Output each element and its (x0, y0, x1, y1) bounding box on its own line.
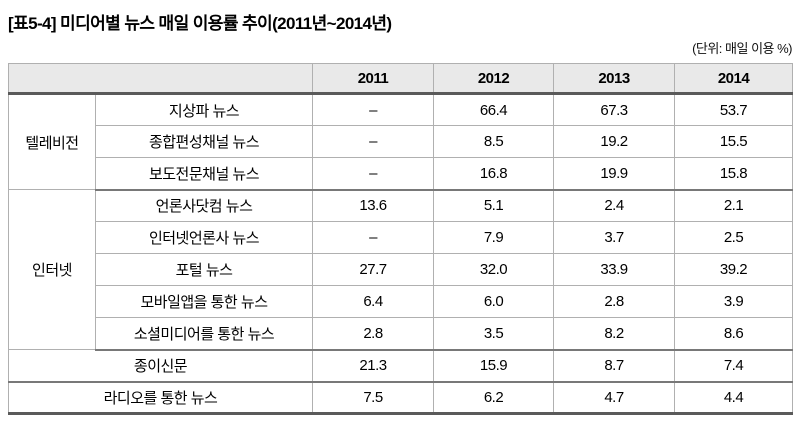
value-cell: 19.2 (553, 125, 675, 158)
value-cell: 15.9 (433, 349, 554, 383)
row-label-paper-newspaper: 종이신문 (8, 349, 313, 383)
value-cell: 4.4 (674, 381, 793, 415)
year-header-2013: 2013 (553, 63, 675, 95)
value-cell: – (312, 221, 434, 254)
value-cell: 2.1 (674, 189, 793, 222)
table-row: 라디오를 통한 뉴스 7.5 6.2 4.7 4.4 (8, 381, 793, 415)
value-cell: 3.7 (553, 221, 675, 254)
row-label: 모바일앱을 통한 뉴스 (95, 285, 313, 318)
value-cell: 16.8 (433, 157, 554, 191)
news-usage-table: 2011 2012 2013 2014 텔레비전 지상파 뉴스 – 66.4 6… (8, 63, 793, 415)
table-row: 종이신문 21.3 15.9 8.7 7.4 (8, 349, 793, 383)
value-cell: 7.5 (312, 381, 434, 415)
value-cell: 19.9 (553, 157, 675, 191)
year-header-2014: 2014 (674, 63, 793, 95)
unit-note: (단위: 매일 이용 %) (692, 41, 792, 56)
value-cell: 21.3 (312, 349, 434, 383)
value-cell: 67.3 (553, 93, 675, 126)
value-cell: 2.4 (553, 189, 675, 222)
value-cell: 5.1 (433, 189, 554, 222)
row-label: 보도전문채널 뉴스 (95, 157, 313, 191)
header-row: 2011 2012 2013 2014 (8, 63, 793, 95)
table-row: 보도전문채널 뉴스 – 16.8 19.9 15.8 (9, 157, 793, 191)
value-cell: 15.5 (674, 125, 793, 158)
year-header-2012: 2012 (433, 63, 554, 95)
table-row: 인터넷 언론사닷컴 뉴스 13.6 5.1 2.4 2.1 (8, 189, 793, 350)
value-cell: 13.6 (312, 189, 434, 222)
group-cell-television: 텔레비전 (8, 93, 96, 190)
table-row: 포털 뉴스 27.7 32.0 33.9 39.2 (9, 253, 793, 286)
value-cell: – (312, 93, 434, 126)
value-cell: 6.2 (433, 381, 554, 415)
value-cell: 8.6 (674, 317, 793, 351)
value-cell: 66.4 (433, 93, 554, 126)
table-row: 모바일앱을 통한 뉴스 6.4 6.0 2.8 3.9 (9, 285, 793, 318)
table-row: 텔레비전 지상파 뉴스 – 66.4 67.3 53.7 (8, 93, 793, 190)
row-label: 지상파 뉴스 (95, 93, 313, 126)
year-header-2011: 2011 (312, 63, 434, 95)
value-cell: 8.5 (433, 125, 554, 158)
row-label: 종합편성채널 뉴스 (95, 125, 313, 158)
value-cell: 2.8 (553, 285, 675, 318)
value-cell: 27.7 (312, 253, 434, 286)
table-row: 소셜미디어를 통한 뉴스 2.8 3.5 8.2 8.6 (9, 317, 793, 351)
corner-cell (8, 63, 313, 95)
row-label: 인터넷언론사 뉴스 (95, 221, 313, 254)
value-cell: 3.9 (674, 285, 793, 318)
row-label: 포털 뉴스 (95, 253, 313, 286)
value-cell: 7.9 (433, 221, 554, 254)
value-cell: 39.2 (674, 253, 793, 286)
table-row: 인터넷언론사 뉴스 – 7.9 3.7 2.5 (9, 221, 793, 254)
table-title: [표5-4] 미디어별 뉴스 매일 이용률 추이(2011년~2014년) (8, 14, 392, 33)
value-cell: – (312, 125, 434, 158)
value-cell: 2.8 (312, 317, 434, 351)
value-cell: 7.4 (674, 349, 793, 383)
value-cell: 8.2 (553, 317, 675, 351)
row-label-radio-news: 라디오를 통한 뉴스 (8, 381, 313, 415)
value-cell: 33.9 (553, 253, 675, 286)
row-label: 소셜미디어를 통한 뉴스 (95, 317, 313, 351)
value-cell: 6.0 (433, 285, 554, 318)
value-cell: 32.0 (433, 253, 554, 286)
group-cell-internet: 인터넷 (8, 189, 96, 350)
table-row: 종합편성채널 뉴스 – 8.5 19.2 15.5 (9, 125, 793, 158)
value-cell: 3.5 (433, 317, 554, 351)
value-cell: 2.5 (674, 221, 793, 254)
value-cell: 4.7 (553, 381, 675, 415)
value-cell: 8.7 (553, 349, 675, 383)
value-cell: 15.8 (674, 157, 793, 191)
value-cell: – (312, 157, 434, 191)
value-cell: 53.7 (674, 93, 793, 126)
value-cell: 6.4 (312, 285, 434, 318)
row-label: 언론사닷컴 뉴스 (95, 189, 313, 222)
